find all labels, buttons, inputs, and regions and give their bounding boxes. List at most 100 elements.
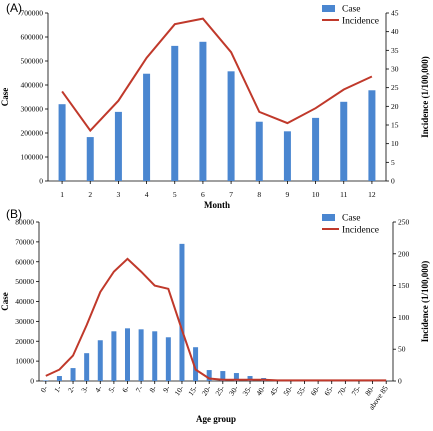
left-tick-label: 300000: [21, 105, 44, 114]
x-tick-label: 4-: [93, 384, 104, 395]
bar-case-9: [283, 131, 291, 181]
bar-case-3: [84, 353, 90, 381]
x-tick-label: 8: [257, 190, 261, 199]
x-tick-label: 9-: [161, 384, 172, 395]
chart-panel-a: (A) 0 100000 200000 300000 400000 500000 600000…: [0, 1, 430, 210]
x-tick-label: 50-: [281, 384, 294, 398]
x-tick-label: 70-: [336, 384, 349, 398]
right-tick-label: 200: [398, 249, 410, 258]
panel-label: (B): [6, 207, 22, 221]
x-tick-label: 11: [340, 190, 347, 199]
left-tick-label: 200000: [21, 129, 44, 138]
x-tick-label: 6: [201, 190, 205, 199]
x-tick-label: 2-: [66, 384, 77, 395]
right-tick-label: 25: [391, 83, 399, 92]
legend-swatch-case: [322, 214, 335, 221]
x-tick-label: 7-: [134, 384, 145, 395]
legend-label-incidence: Incidence: [342, 226, 379, 236]
panel-label: (A): [6, 1, 22, 15]
right-tick-label: 250: [398, 218, 410, 227]
y-axis-title: Case: [0, 88, 10, 107]
bar-case-30: [233, 373, 239, 381]
bar-case-5: [171, 45, 179, 181]
bar-case-10: [179, 243, 185, 381]
left-tick-label: 20000: [15, 337, 34, 346]
bar-case-7: [138, 329, 144, 381]
bar-case-4: [143, 73, 151, 181]
bar-case-3: [114, 111, 122, 181]
incidence-line: [45, 257, 387, 382]
x-tick-label: 3-: [79, 384, 90, 395]
left-tick-label: 30000: [15, 317, 34, 326]
bar-case-6: [199, 41, 207, 181]
bar-case-0: [43, 380, 49, 381]
x-tick-label: 5-: [107, 384, 118, 395]
x-tick-label: 20-: [200, 384, 213, 398]
right-tick-label: 35: [391, 46, 399, 55]
legend: Case Incidence: [322, 214, 379, 236]
x-tick-label: 65-: [322, 384, 335, 398]
right-tick-label: 100: [398, 313, 410, 322]
legend-label-case: Case: [342, 5, 360, 15]
x-tick-label: 4: [145, 190, 149, 199]
x-tick-label: 35-: [241, 384, 254, 398]
bar-case-9: [165, 337, 171, 381]
y2-axis-title: Incidence (1/100,000): [420, 56, 430, 138]
incidence-line: [61, 17, 373, 133]
x-tick-label: 9: [286, 190, 290, 199]
left-tick-label: 600000: [21, 33, 44, 42]
bar-case-12: [368, 90, 376, 181]
x-tick-label: 10: [312, 190, 320, 199]
x-tick-label: 8-: [147, 384, 158, 395]
x-tick-label: 60-: [309, 384, 322, 398]
left-tick-label: 80000: [15, 218, 34, 227]
x-tick-label: 40-: [254, 384, 267, 398]
bar-case-4: [97, 340, 103, 381]
bar-case-2: [86, 137, 94, 181]
x-tick-label: 7: [229, 190, 233, 199]
bar-case-35: [247, 376, 253, 381]
x-tick-label: 75-: [349, 384, 362, 398]
right-tick-label: 10: [391, 139, 399, 148]
legend-swatch-case: [322, 5, 335, 12]
right-tick-label: 150: [398, 281, 410, 290]
x-tick-label: 3: [117, 190, 121, 199]
legend-label-incidence: Incidence: [342, 17, 379, 27]
bar-case-6: [125, 328, 130, 381]
left-tick-label: 50000: [15, 277, 34, 286]
right-tick-label: 0: [398, 377, 402, 386]
left-tick-label: 10000: [15, 357, 34, 366]
x-tick-label: 45-: [268, 384, 281, 398]
bar-case-15: [193, 347, 199, 381]
right-tick-label: 50: [398, 345, 406, 354]
right-tick-label: 15: [391, 121, 399, 130]
left-tick-label: 500000: [21, 57, 44, 66]
left-tick-label: 400000: [21, 81, 44, 90]
left-tick-label: 60000: [15, 257, 34, 266]
bar-case-1: [56, 376, 62, 381]
x-axis-title: Month: [204, 200, 230, 210]
y2-axis-title: Incidence (1/100,000): [420, 261, 430, 343]
left-tick-label: 100000: [21, 153, 44, 162]
legend: Case Incidence: [322, 5, 379, 27]
x-axis-title: Age group: [196, 414, 236, 424]
bar-case-11: [340, 101, 348, 181]
left-tick-label: 0: [39, 177, 43, 186]
legend-label-case: Case: [342, 214, 360, 224]
bar-case-5: [111, 331, 117, 381]
right-tick-label: 30: [391, 65, 399, 74]
x-tick-label: 25-: [213, 384, 226, 398]
bar-case-7: [227, 71, 235, 181]
right-tick-label: 0: [391, 177, 395, 186]
bar-case-25: [220, 371, 226, 381]
x-tick-label: 15-: [186, 384, 199, 398]
y-axis-title: Case: [0, 292, 10, 311]
x-tick-label: 2: [88, 190, 92, 199]
bar-case-20: [206, 370, 212, 381]
x-tick-label: 1: [60, 190, 64, 199]
left-tick-label: 70000: [15, 237, 34, 246]
left-tick-label: 700000: [21, 9, 44, 18]
x-tick-label: 6-: [120, 384, 131, 395]
right-tick-label: 20: [391, 102, 399, 111]
